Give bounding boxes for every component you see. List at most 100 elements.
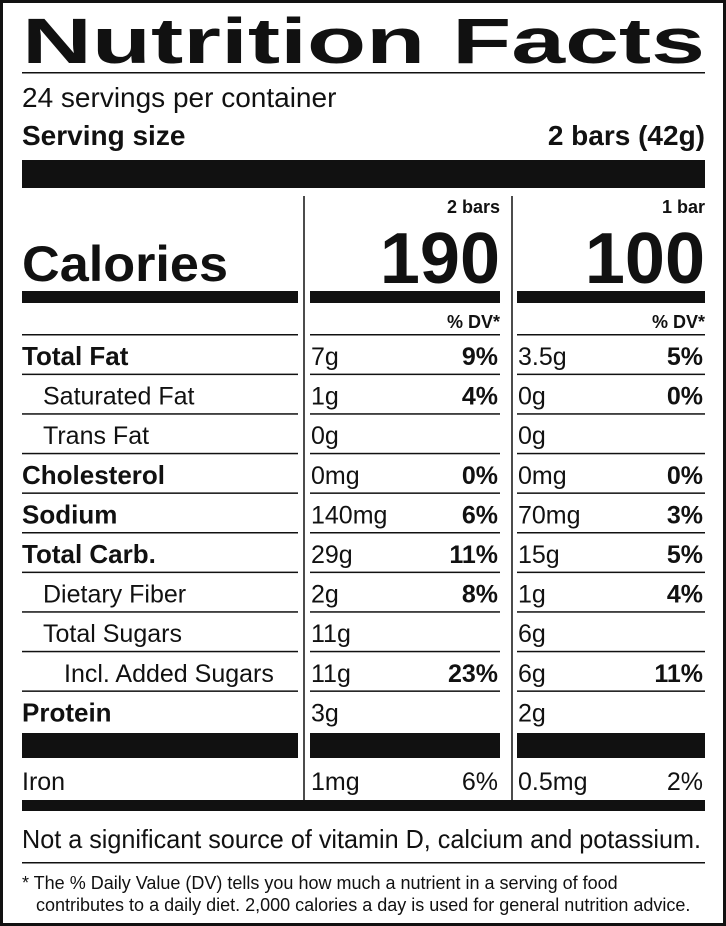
calories-label: Calories <box>22 236 228 292</box>
rule <box>310 690 500 692</box>
rule <box>517 650 705 653</box>
rule <box>22 611 298 613</box>
nutrient-name: Protein <box>22 697 112 727</box>
rule <box>517 690 705 692</box>
amount: 3g <box>311 699 339 727</box>
rule <box>22 532 298 534</box>
amount: 11g <box>311 660 351 688</box>
daily-value: 5% <box>667 343 703 371</box>
amount: 0mg <box>311 462 360 490</box>
rule <box>22 413 298 415</box>
nutrient-name: Dietary Fiber <box>43 581 186 609</box>
column-label: 2 bars <box>447 197 500 217</box>
nutrient-name: Total Sugars <box>43 620 182 648</box>
amount: 6g <box>518 660 546 688</box>
rule <box>22 72 705 74</box>
amount: 6g <box>518 620 546 648</box>
servings: 24 servings per container <box>22 82 336 113</box>
nutrient-name: Cholesterol <box>22 460 165 490</box>
rule <box>22 733 298 758</box>
amount: 2g <box>311 581 339 609</box>
daily-value: 4% <box>667 581 703 609</box>
nutrient-name: Total Fat <box>22 341 129 371</box>
amount: 29g <box>311 541 353 569</box>
rule <box>517 373 705 376</box>
daily-value: 5% <box>667 541 703 569</box>
rule <box>22 862 705 864</box>
rule <box>22 800 705 811</box>
daily-value: 4% <box>462 383 498 411</box>
daily-value: 11% <box>654 660 703 688</box>
nutrient-name: Saturated Fat <box>43 383 195 411</box>
nutrient-name: Iron <box>22 768 65 796</box>
amount: 2g <box>518 699 546 727</box>
amount: 140mg <box>311 501 387 529</box>
rule <box>517 532 705 534</box>
rule <box>22 452 298 455</box>
dv-header: % DV* <box>652 312 705 332</box>
rule <box>517 492 705 494</box>
daily-value: 0% <box>462 462 498 490</box>
rule <box>517 571 705 574</box>
footnote: * The % Daily Value (DV) tells you how m… <box>22 873 618 893</box>
amount: 1g <box>518 581 546 609</box>
rule <box>310 373 500 376</box>
daily-value: 9% <box>462 343 498 371</box>
amount: 3.5g <box>518 343 567 371</box>
nutrient-name: Total Carb. <box>22 539 156 569</box>
amount: 0.5mg <box>518 768 587 796</box>
rule <box>22 160 705 188</box>
rule <box>310 650 500 653</box>
serving-size-label: Serving size <box>22 120 185 151</box>
amount: 7g <box>311 343 339 371</box>
dv-header: % DV* <box>447 312 500 332</box>
amount: 0g <box>311 422 339 450</box>
rule <box>22 571 298 574</box>
rule <box>310 571 500 574</box>
daily-value: 3% <box>667 501 703 529</box>
rule <box>517 452 705 455</box>
amount: 0g <box>518 383 546 411</box>
rule <box>310 452 500 455</box>
title: Nutrition Facts <box>22 5 705 77</box>
daily-value: 0% <box>667 383 703 411</box>
rule <box>22 373 298 376</box>
nutrient-name: Incl. Added Sugars <box>64 660 274 688</box>
rule <box>22 650 298 653</box>
amount: 70mg <box>518 501 581 529</box>
nutrient-name: Sodium <box>22 499 117 529</box>
amount: 0mg <box>518 462 567 490</box>
daily-value: 8% <box>462 581 498 609</box>
rule <box>517 733 705 758</box>
amount: 1mg <box>311 768 360 796</box>
rule <box>517 291 705 303</box>
rule <box>310 733 500 758</box>
daily-value: 6% <box>462 768 498 796</box>
column-label: 1 bar <box>662 197 705 217</box>
calories-value: 100 <box>585 219 705 299</box>
amount: 0g <box>518 422 546 450</box>
rule <box>517 334 705 336</box>
rule <box>22 492 298 494</box>
rule <box>517 413 705 415</box>
rule <box>310 611 500 613</box>
footnote: contributes to a daily diet. 2,000 calor… <box>36 895 690 915</box>
rule <box>310 492 500 494</box>
amount: 15g <box>518 541 560 569</box>
serving-size: 2 bars (42g) <box>548 120 705 151</box>
rule <box>310 334 500 336</box>
daily-value: 6% <box>462 501 498 529</box>
note: Not a significant source of vitamin D, c… <box>22 824 701 854</box>
rule <box>310 413 500 415</box>
daily-value: 11% <box>449 541 498 569</box>
rule <box>22 291 298 303</box>
rule <box>310 291 500 303</box>
rule <box>517 611 705 613</box>
rule <box>310 532 500 534</box>
daily-value: 23% <box>448 660 498 688</box>
rule <box>22 334 298 336</box>
daily-value: 2% <box>667 768 703 796</box>
